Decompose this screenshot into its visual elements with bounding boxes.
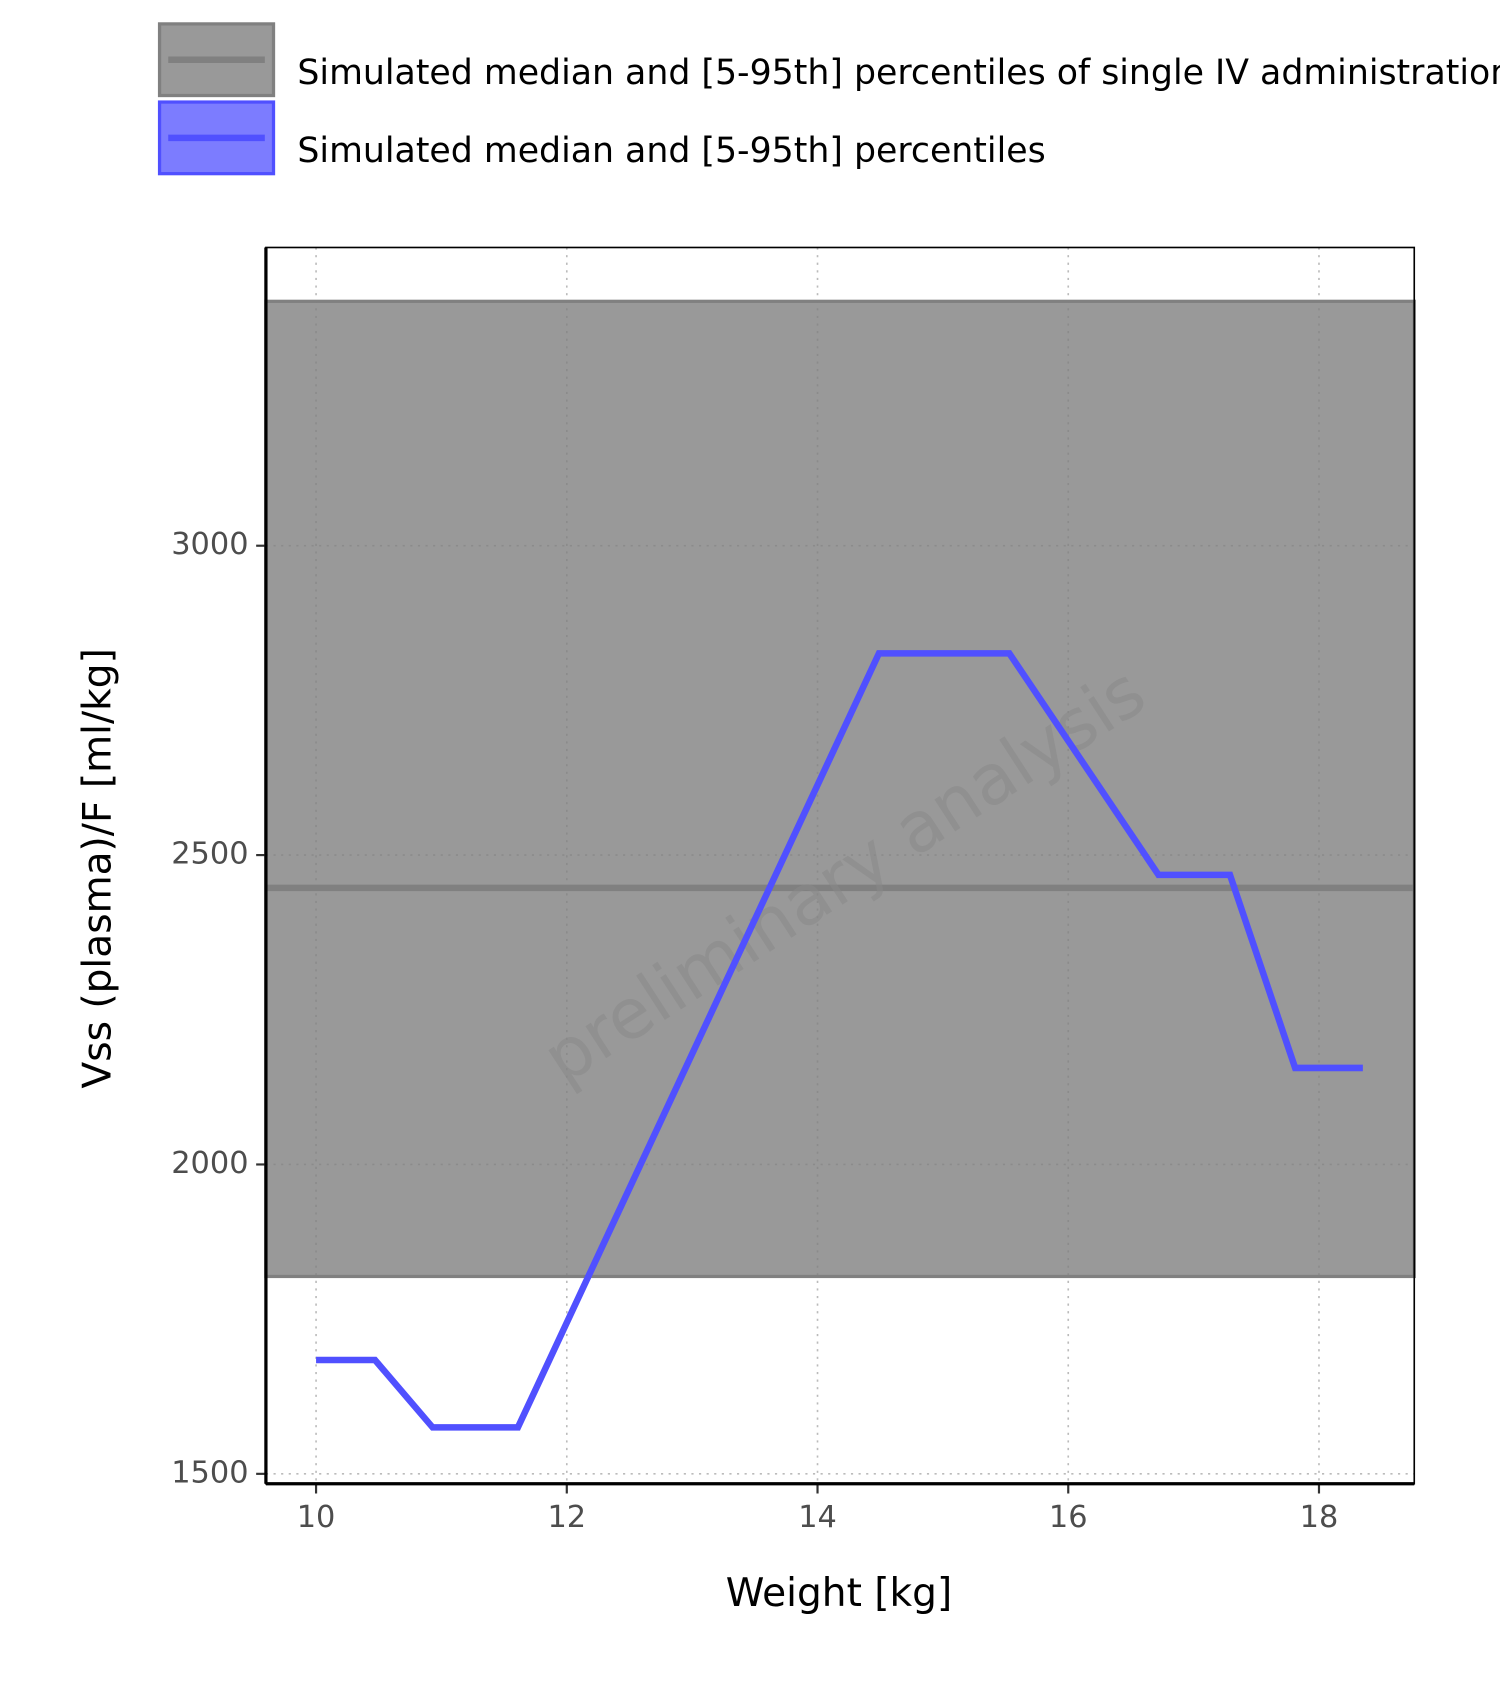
x-tick-label: 12 <box>547 1500 586 1535</box>
y-tick-label: 1500 <box>171 1455 248 1490</box>
y-tick-label: 3000 <box>171 527 248 562</box>
x-tick-label: 16 <box>1049 1500 1088 1535</box>
x-tick-label: 14 <box>798 1500 837 1535</box>
legend-label: Simulated median and [5-95th] percentile… <box>297 131 1045 171</box>
x-tick-label: 10 <box>297 1500 336 1535</box>
reference-band <box>264 299 1416 1279</box>
x-axis-label: Weight [kg] <box>726 1571 952 1616</box>
legend-label: Simulated median and [5-95th] percentile… <box>297 53 1500 93</box>
y-tick-label: 2500 <box>171 837 248 872</box>
series-line <box>316 650 1363 1431</box>
y-axis-label: Vss (plasma)/F [ml/kg] <box>75 648 120 1088</box>
x-tick-label: 18 <box>1300 1500 1339 1535</box>
y-tick-label: 2000 <box>171 1146 248 1181</box>
